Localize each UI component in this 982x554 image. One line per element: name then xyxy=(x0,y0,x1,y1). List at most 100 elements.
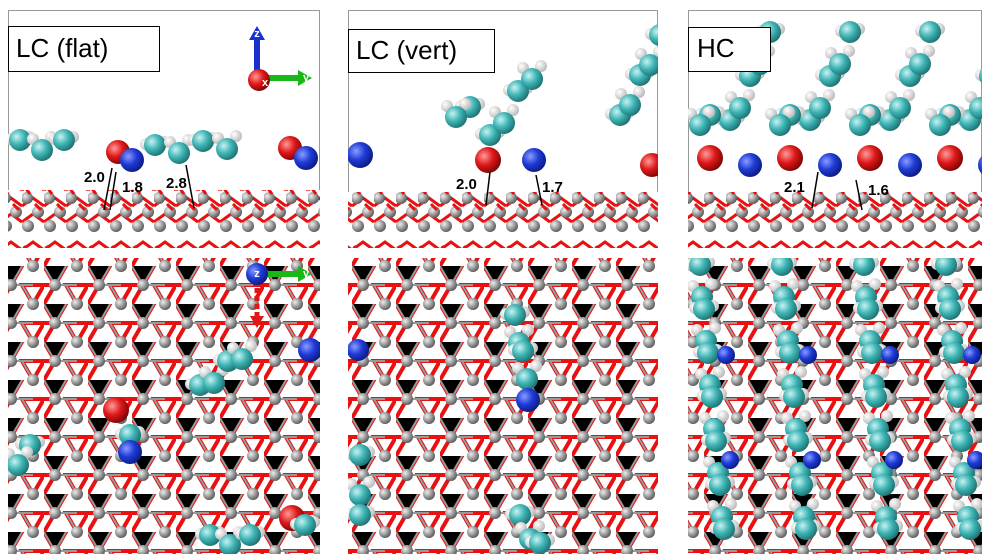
atom xyxy=(144,134,166,156)
atom xyxy=(347,339,369,361)
distance-label: 2.8 xyxy=(166,175,187,192)
slab-top xyxy=(8,258,982,554)
atom xyxy=(857,145,883,171)
atom xyxy=(869,430,891,452)
atom xyxy=(937,145,963,171)
axis-label: x xyxy=(262,77,269,89)
atom xyxy=(640,153,664,177)
atom xyxy=(947,386,969,408)
atom xyxy=(771,254,793,276)
atom xyxy=(475,147,501,173)
atom xyxy=(919,21,941,43)
atom xyxy=(512,340,534,362)
panel-title: HC xyxy=(697,33,735,63)
atom xyxy=(529,532,551,554)
atom xyxy=(865,386,887,408)
atom xyxy=(873,474,895,496)
atom xyxy=(959,518,981,540)
atom xyxy=(791,474,813,496)
atom xyxy=(294,514,316,536)
axis-label: y xyxy=(303,268,310,280)
atom xyxy=(689,114,711,136)
atom xyxy=(521,68,543,90)
atom xyxy=(689,254,711,276)
atom xyxy=(861,342,883,364)
atom xyxy=(693,298,715,320)
atom xyxy=(963,346,981,364)
atom xyxy=(853,254,875,276)
atom xyxy=(639,54,661,76)
distance-label: 2.0 xyxy=(456,176,477,193)
panel-title: LC (vert) xyxy=(356,35,457,65)
atom xyxy=(118,440,142,464)
atom xyxy=(239,524,261,546)
atom xyxy=(717,346,735,364)
atom xyxy=(294,146,318,170)
figure: LC (flat) LC (vert) HC 2.0 1.8 2.8 2.0 1… xyxy=(0,0,982,554)
atom xyxy=(349,504,371,526)
atom xyxy=(775,298,797,320)
axes-icon: z x y xyxy=(248,26,312,91)
atom xyxy=(493,112,515,134)
atom xyxy=(829,53,851,75)
atom xyxy=(777,145,803,171)
atom xyxy=(231,348,253,370)
atom xyxy=(779,342,801,364)
atom xyxy=(504,304,526,326)
atom xyxy=(881,346,899,364)
atom xyxy=(120,148,144,172)
atom xyxy=(216,138,238,160)
atom xyxy=(955,474,977,496)
atom xyxy=(721,451,739,469)
atom xyxy=(649,24,671,46)
atom xyxy=(516,368,538,390)
distance-label: 1.6 xyxy=(868,182,889,199)
atom xyxy=(783,386,805,408)
atom xyxy=(889,97,911,119)
atom xyxy=(298,338,322,362)
atom xyxy=(803,451,821,469)
atom xyxy=(522,148,546,172)
atom xyxy=(349,484,371,506)
atom xyxy=(885,451,903,469)
atom xyxy=(898,153,922,177)
panel-title: LC (flat) xyxy=(16,33,108,63)
atom xyxy=(713,518,735,540)
atom xyxy=(809,97,831,119)
axis-label: y xyxy=(303,72,310,84)
distance-label: 1.7 xyxy=(542,179,563,196)
atom xyxy=(935,254,957,276)
slab-side xyxy=(8,190,982,248)
atom xyxy=(192,130,214,152)
distance-label: 2.1 xyxy=(784,179,805,196)
axis-label: z xyxy=(254,28,260,40)
atom xyxy=(738,153,762,177)
atom xyxy=(663,26,675,38)
distance-label: 1.8 xyxy=(122,179,143,196)
atom xyxy=(349,444,371,466)
atom xyxy=(705,430,727,452)
atom xyxy=(445,106,467,128)
atom xyxy=(701,386,723,408)
axis-label: z xyxy=(254,268,260,280)
atom xyxy=(929,114,951,136)
atom xyxy=(347,142,373,168)
atom xyxy=(857,298,879,320)
atom xyxy=(53,129,75,151)
atom xyxy=(619,94,641,116)
atom xyxy=(769,114,791,136)
atom xyxy=(799,346,817,364)
atom xyxy=(951,430,973,452)
atom xyxy=(168,142,190,164)
atom xyxy=(943,342,965,364)
atom xyxy=(877,518,899,540)
atom xyxy=(203,372,225,394)
atom xyxy=(697,342,719,364)
atom xyxy=(709,474,731,496)
atom xyxy=(729,97,751,119)
atom xyxy=(7,454,29,476)
distance-label: 2.0 xyxy=(84,169,105,186)
atom xyxy=(31,139,53,161)
atom xyxy=(787,430,809,452)
atom xyxy=(697,145,723,171)
